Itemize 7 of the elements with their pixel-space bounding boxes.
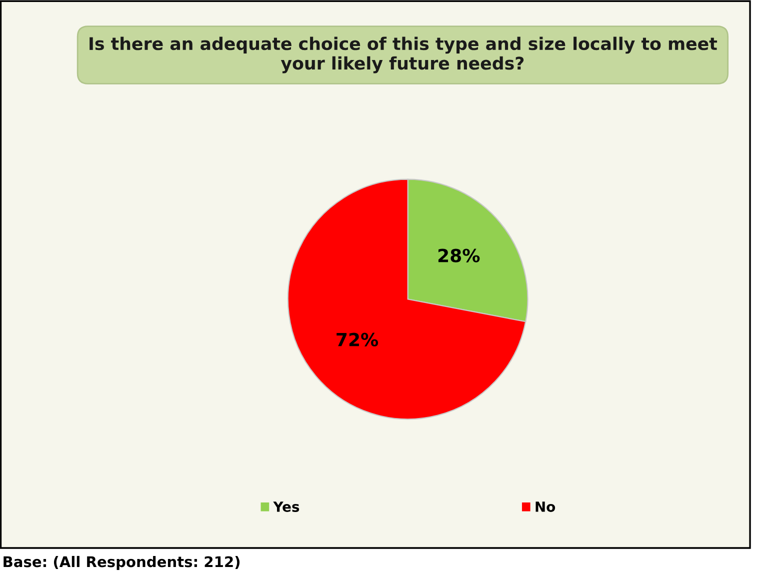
- data-label: 28%: [438, 248, 480, 262]
- chart-title: Is there an adequate choice of this type and size locally to meet your likely future needs?: [90, 36, 718, 74]
- text: Base: (All Respondents: 212): [4, 556, 240, 570]
- data-label: 72%: [336, 332, 378, 346]
- legend-label: Yes: [273, 502, 300, 512]
- legend-label: No: [536, 502, 556, 512]
- pie-slice: [287, 178, 526, 420]
